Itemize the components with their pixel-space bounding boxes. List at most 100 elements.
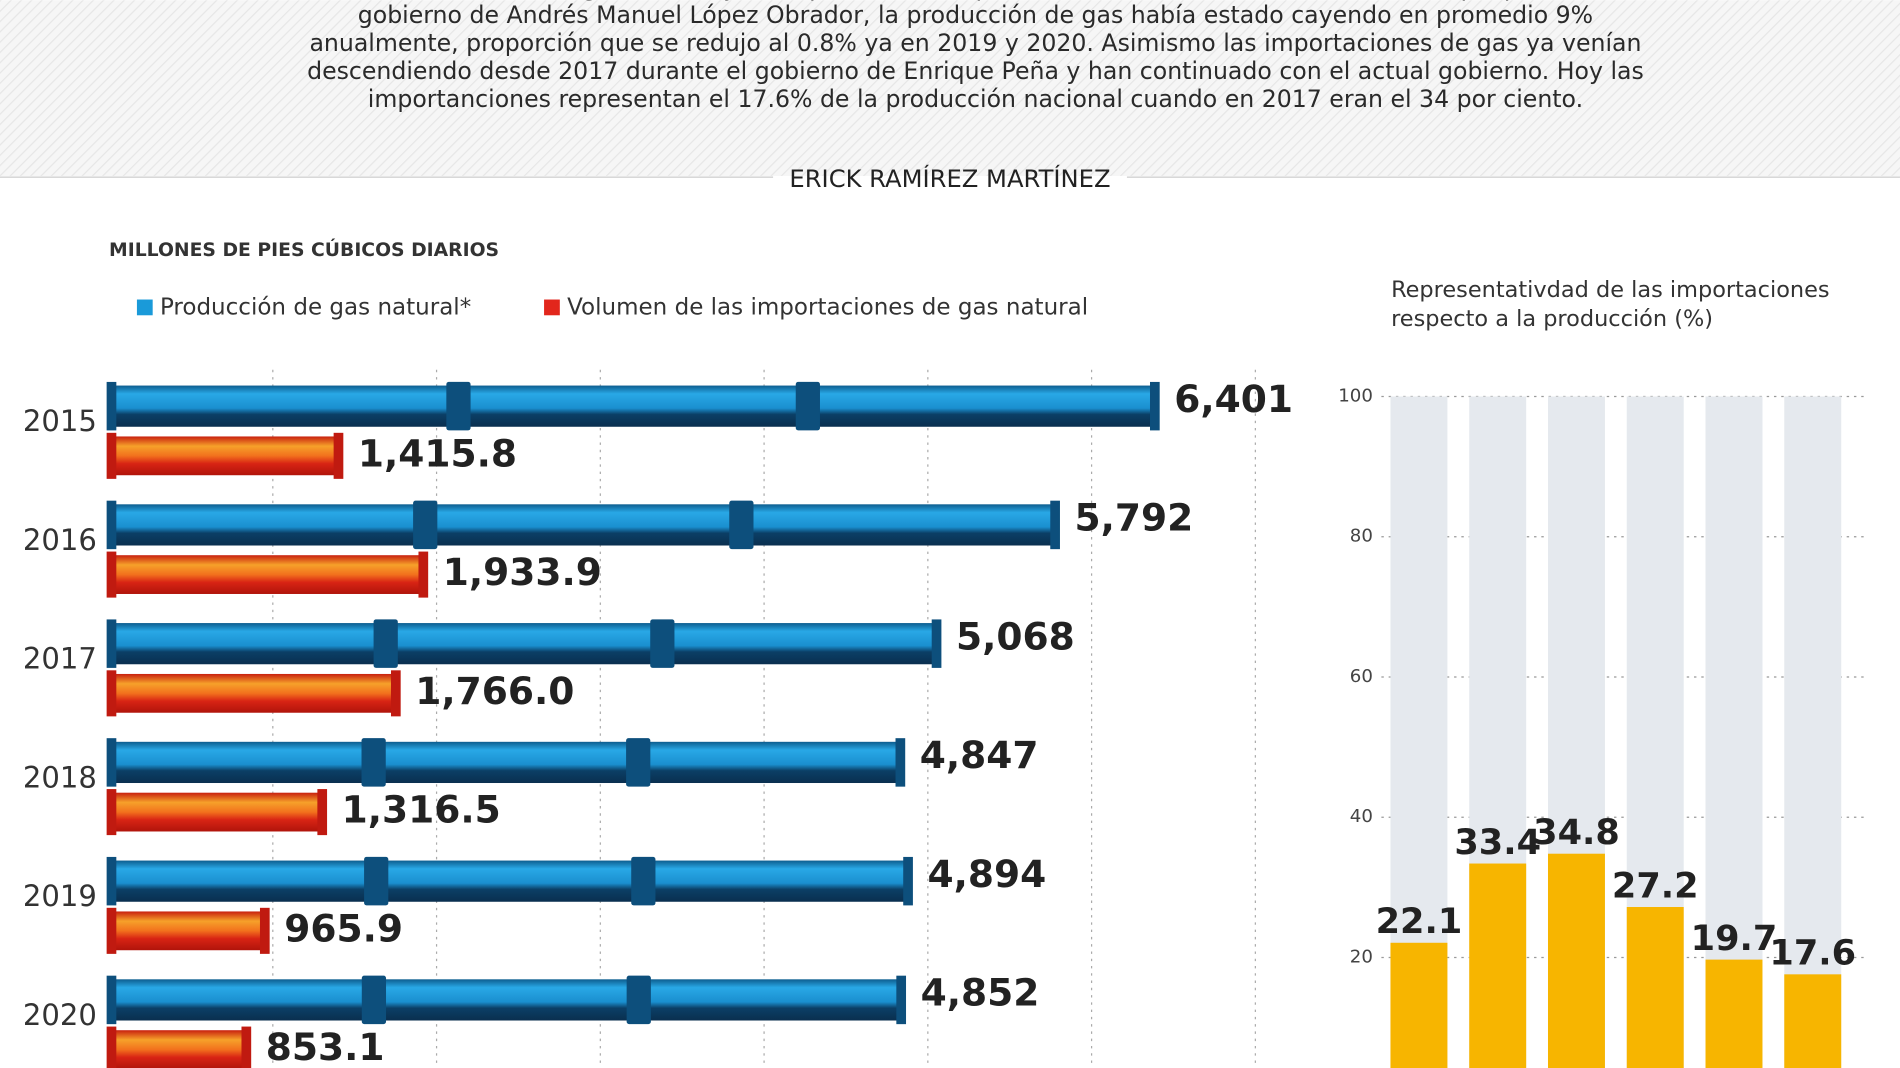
y-tick-label: 2018 [23,760,97,794]
pipe-joint [729,500,754,550]
production-chart: Producción de gas natural* Volumen de las… [23,237,1293,1068]
value-label: 33.4 [1454,822,1541,863]
author: ERICK RAMÍREZ MARTÍNEZ [789,164,1110,193]
pipe-joint [361,738,386,787]
pipe-cap [333,432,344,479]
y-tick-label: 2019 [23,879,97,913]
pipe-cap [106,432,117,479]
chart-title: Representativdad de las importaciones re… [1391,277,1830,333]
header-bg [0,0,1900,176]
plot: 20 40 60 80 100 22.1 33.434.8 27.2 19.717.6 [1338,385,1867,1068]
value-label: 1,766.0 [415,669,574,713]
pipe-cap [106,1026,117,1068]
value-label: 17.6 [1769,933,1856,974]
pipe-cap [1149,381,1160,431]
y-tick-label: 60 [1350,666,1373,687]
bar [109,673,399,713]
pipe-cap [903,856,913,906]
bar [109,385,1158,427]
value-label: 27.2 [1612,865,1699,906]
pipe-cap [106,551,117,598]
intro-line: gobierno de Andrés Manuel López Obrador,… [358,1,1593,29]
value-label: 22.1 [1376,901,1463,942]
pipe-cap [106,619,117,668]
pipe-cap [931,619,942,668]
bar [109,436,341,476]
y-tick-label: 80 [1350,526,1373,547]
intro-line: descendiendo desde 2017 durante el gobie… [307,57,1644,85]
bar [109,623,939,665]
pipe-joint [631,856,656,906]
bar [109,979,904,1021]
pipe-joint [364,856,389,906]
chart-title-box: Representativdad de las importaciones re… [1391,277,1830,333]
bar [1547,853,1605,1068]
pipe-cap [390,670,401,717]
pipe-cap [106,856,117,906]
value-label: 1,933.9 [443,550,602,594]
value-label: 5,068 [956,614,1075,658]
y-tick-label: 2017 [23,642,97,676]
value-label: 6,401 [1174,377,1293,421]
intro-line: anualmente, proporción que se redujo al … [309,29,1641,57]
bar [109,741,903,784]
pipe-joint [626,738,651,787]
value-label: 853.1 [266,1025,385,1068]
bar [109,792,325,832]
bar [109,911,268,951]
bar [1705,959,1763,1068]
pipe-joint [650,619,675,668]
value-label: 1,415.8 [358,431,517,475]
pipe-cap [1050,500,1060,550]
value-label: 34.8 [1533,812,1620,853]
bar [1469,863,1527,1068]
bar [1626,907,1684,1068]
share-chart: 20 40 60 80 100 22.1 33.434.8 27.2 19.717.6 Repr… [1338,277,1867,1068]
bar [109,504,1058,546]
pipe-cap [106,789,117,836]
value-label: 1,316.5 [342,788,501,832]
y-tick-label: 100 [1338,385,1373,406]
value-label: 4,852 [921,971,1040,1015]
chart-title: MILLONES DE PIES CÚBICOS DIARIOS [109,237,499,261]
y-tick-label: 2015 [23,404,97,438]
pipe-cap [106,670,117,717]
intro-line: importanciones representan el 17.6% de l… [368,85,1583,113]
legend-swatch [544,299,560,316]
bar [109,1030,249,1068]
value-label: 4,894 [927,852,1046,896]
y-tick-label: 40 [1350,806,1373,827]
pipe-joint [626,975,651,1025]
bar [109,860,911,902]
bar [1390,942,1448,1068]
pipe-joint [373,619,398,668]
pipe-joint [413,500,438,550]
pipe-cap [106,975,117,1025]
pipe-cap [106,738,117,787]
bar-track [1784,396,1842,1068]
intro: México en cuanto a gas natural y su depe… [307,0,1644,113]
intro-line: México en cuanto a gas natural y su depe… [345,0,1606,1]
pipe-joint [446,381,471,431]
pipe-cap [317,789,328,836]
pipe-cap [895,738,906,787]
legend-swatch [136,299,153,316]
pipe-cap [896,975,907,1025]
value-label: 5,792 [1075,496,1194,540]
value-label: 4,847 [920,733,1039,777]
y-tick-label: 20 [1350,947,1373,968]
legend-label: Producción de gas natural* [160,295,471,321]
pipe-cap [259,907,270,954]
pipe-cap [241,1026,252,1068]
value-label: 965.9 [284,906,403,950]
y-tick-label: 2016 [23,523,97,557]
pipe-joint [361,975,387,1025]
pipe-cap [106,907,117,954]
pipe-cap [106,381,117,431]
legend-label: Volumen de las importaciones de gas natu… [567,295,1088,321]
bar [1784,974,1842,1068]
pipe-cap [418,551,429,598]
y-tick-label: 2020 [23,998,97,1032]
